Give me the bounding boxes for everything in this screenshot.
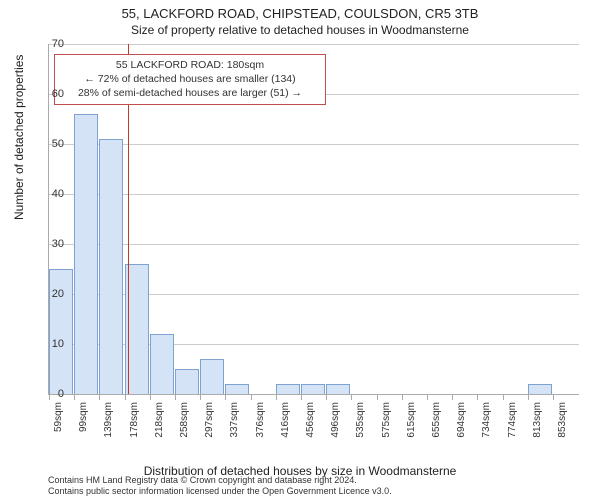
y-tick-label: 60 bbox=[36, 88, 64, 100]
x-tick bbox=[452, 394, 453, 400]
bar bbox=[74, 114, 98, 394]
x-tick bbox=[377, 394, 378, 400]
bar bbox=[528, 384, 552, 394]
x-tick bbox=[402, 394, 403, 400]
x-tick-label: 99sqm bbox=[78, 402, 89, 452]
bar bbox=[150, 334, 174, 394]
footnote-line2: Contains public sector information licen… bbox=[48, 486, 392, 497]
x-tick-label: 297sqm bbox=[204, 402, 215, 452]
x-tick bbox=[351, 394, 352, 400]
x-tick-label: 655sqm bbox=[431, 402, 442, 452]
x-tick bbox=[503, 394, 504, 400]
x-tick-label: 774sqm bbox=[507, 402, 518, 452]
x-tick-label: 59sqm bbox=[53, 402, 64, 452]
x-tick-label: 416sqm bbox=[280, 402, 291, 452]
x-tick bbox=[276, 394, 277, 400]
histogram-chart: 55, LACKFORD ROAD, CHIPSTEAD, COULSDON, … bbox=[0, 0, 600, 500]
x-tick bbox=[200, 394, 201, 400]
x-tick-label: 535sqm bbox=[355, 402, 366, 452]
annotation-box: 55 LACKFORD ROAD: 180sqm ← 72% of detach… bbox=[54, 54, 326, 105]
chart-title-line1: 55, LACKFORD ROAD, CHIPSTEAD, COULSDON, … bbox=[0, 0, 600, 21]
x-tick bbox=[125, 394, 126, 400]
x-tick-label: 615sqm bbox=[406, 402, 417, 452]
x-tick-label: 218sqm bbox=[154, 402, 165, 452]
bar bbox=[99, 139, 123, 394]
x-tick bbox=[225, 394, 226, 400]
x-tick-label: 376sqm bbox=[255, 402, 266, 452]
x-tick bbox=[477, 394, 478, 400]
x-tick-label: 178sqm bbox=[129, 402, 140, 452]
x-tick-label: 496sqm bbox=[330, 402, 341, 452]
bar bbox=[276, 384, 300, 394]
x-tick bbox=[427, 394, 428, 400]
x-tick-label: 575sqm bbox=[381, 402, 392, 452]
bar bbox=[225, 384, 249, 394]
y-tick-label: 10 bbox=[36, 338, 64, 350]
x-tick-label: 694sqm bbox=[456, 402, 467, 452]
annotation-line3: 28% of semi-detached houses are larger (… bbox=[61, 86, 319, 100]
x-tick bbox=[528, 394, 529, 400]
x-tick bbox=[175, 394, 176, 400]
x-tick bbox=[150, 394, 151, 400]
footnotes: Contains HM Land Registry data © Crown c… bbox=[48, 475, 392, 498]
bar bbox=[301, 384, 325, 394]
x-tick bbox=[99, 394, 100, 400]
x-tick-label: 139sqm bbox=[103, 402, 114, 452]
bar bbox=[326, 384, 350, 394]
x-tick bbox=[301, 394, 302, 400]
x-tick bbox=[251, 394, 252, 400]
y-axis-label: Number of detached properties bbox=[12, 55, 26, 220]
y-tick-label: 30 bbox=[36, 238, 64, 250]
x-tick-label: 813sqm bbox=[532, 402, 543, 452]
annotation-line1: 55 LACKFORD ROAD: 180sqm bbox=[61, 58, 319, 72]
x-tick-label: 456sqm bbox=[305, 402, 316, 452]
x-tick-label: 734sqm bbox=[481, 402, 492, 452]
y-tick-label: 0 bbox=[36, 388, 64, 400]
y-tick-label: 20 bbox=[36, 288, 64, 300]
chart-title-line2: Size of property relative to detached ho… bbox=[0, 21, 600, 37]
bar bbox=[200, 359, 224, 394]
bar bbox=[175, 369, 199, 394]
x-tick bbox=[326, 394, 327, 400]
footnote-line1: Contains HM Land Registry data © Crown c… bbox=[48, 475, 392, 486]
y-tick-label: 50 bbox=[36, 138, 64, 150]
x-tick-label: 258sqm bbox=[179, 402, 190, 452]
x-tick-label: 337sqm bbox=[229, 402, 240, 452]
x-tick-label: 853sqm bbox=[557, 402, 568, 452]
annotation-line2: ← 72% of detached houses are smaller (13… bbox=[61, 72, 319, 86]
x-tick bbox=[553, 394, 554, 400]
y-tick-label: 70 bbox=[36, 38, 64, 50]
x-tick bbox=[74, 394, 75, 400]
y-tick-label: 40 bbox=[36, 188, 64, 200]
